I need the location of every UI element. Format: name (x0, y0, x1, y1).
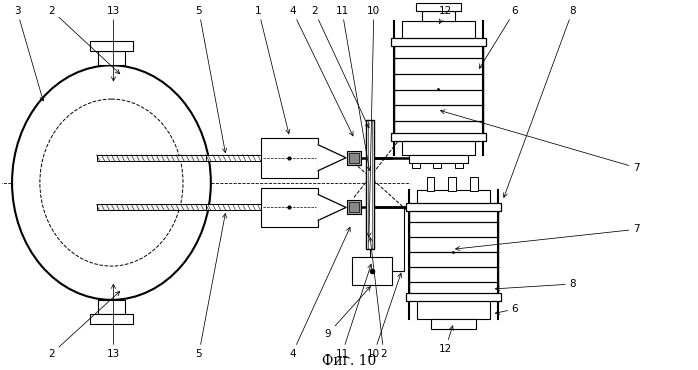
Bar (417, 189, 490, 208)
Ellipse shape (12, 65, 211, 300)
Text: 9: 9 (325, 287, 371, 339)
Bar (408, 208, 498, 297)
Bar (352, 257, 392, 285)
Text: 11: 11 (336, 264, 372, 359)
Text: 2: 2 (369, 238, 387, 359)
Text: 3: 3 (14, 6, 44, 101)
Bar (96, 155, 216, 161)
Text: 8: 8 (496, 279, 576, 290)
Text: 10: 10 (367, 273, 401, 359)
Bar (391, 38, 487, 46)
Bar (349, 202, 359, 212)
Bar (401, 137, 475, 155)
Bar (448, 176, 456, 191)
Text: 10: 10 (367, 6, 380, 237)
Text: 12: 12 (439, 6, 452, 24)
Bar (98, 51, 126, 65)
Bar (89, 41, 133, 51)
Bar (455, 163, 463, 168)
Bar (401, 21, 475, 43)
Bar (260, 188, 318, 227)
Text: 7: 7 (440, 110, 639, 173)
Bar (406, 204, 501, 211)
Text: 13: 13 (107, 6, 120, 81)
Bar (431, 319, 476, 329)
Bar (417, 297, 490, 319)
Bar (366, 120, 374, 249)
Text: 2: 2 (311, 6, 369, 128)
Bar (206, 155, 260, 161)
Text: 13: 13 (107, 284, 120, 359)
Text: 12: 12 (439, 326, 454, 354)
Bar (412, 163, 419, 168)
Bar (415, 3, 461, 11)
Polygon shape (318, 145, 346, 171)
Bar (391, 133, 487, 141)
Polygon shape (318, 195, 346, 221)
Text: 4: 4 (289, 228, 350, 359)
Bar (433, 163, 441, 168)
Text: 2: 2 (48, 6, 120, 74)
Text: 11: 11 (336, 6, 371, 171)
Text: 1: 1 (255, 6, 290, 134)
Bar (426, 176, 434, 191)
Text: 4: 4 (289, 6, 353, 136)
Text: 5: 5 (195, 6, 227, 152)
Bar (98, 300, 126, 314)
Bar (260, 138, 318, 178)
Text: Фиг. 10: Фиг. 10 (322, 353, 376, 367)
Bar (96, 205, 216, 211)
Bar (206, 205, 260, 211)
Bar (349, 153, 359, 163)
Bar (470, 176, 478, 191)
Text: 5: 5 (195, 213, 227, 359)
Bar (394, 43, 483, 137)
Bar (347, 201, 361, 214)
Text: 2: 2 (48, 292, 120, 359)
Text: 6: 6 (480, 6, 519, 68)
Bar (422, 11, 455, 21)
Bar (89, 314, 133, 324)
Bar (347, 151, 361, 165)
Text: 6: 6 (496, 304, 519, 314)
Text: 8: 8 (503, 6, 576, 197)
Text: 7: 7 (456, 224, 639, 250)
Bar (406, 293, 501, 301)
Bar (408, 155, 468, 163)
